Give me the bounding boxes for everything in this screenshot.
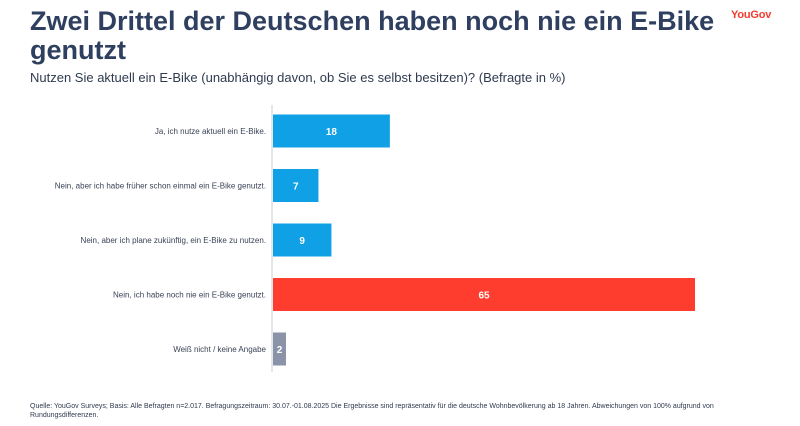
bar: [273, 332, 286, 366]
category-label: Ja, ich nutze aktuell ein E-Bike.: [155, 127, 266, 136]
bar: [273, 223, 332, 257]
category-label: Nein, aber ich habe früher schon einmal …: [55, 182, 266, 191]
category-label: Weiß nicht / keine Angabe: [173, 345, 266, 354]
category-label: Nein, aber ich plane zukünftig, ein E-Bi…: [81, 236, 266, 245]
bar: [273, 114, 390, 148]
bar: [273, 278, 695, 311]
chart-subtitle: Nutzen Sie aktuell ein E-Bike (unabhängi…: [30, 70, 566, 85]
data-label: 9: [299, 236, 305, 247]
source-note: Quelle: YouGov Surveys; Basis: Alle Befr…: [30, 403, 714, 419]
category-label: Nein, ich habe noch nie ein E-Bike genut…: [113, 291, 266, 300]
bar: [273, 169, 319, 202]
brand-logo: YouGov: [731, 9, 772, 21]
data-label: 65: [478, 291, 490, 302]
chart-title: Zwei Drittel der Deutschen haben noch ni…: [30, 6, 715, 65]
data-label: 18: [326, 127, 338, 138]
data-label: 2: [277, 345, 283, 356]
data-label: 7: [293, 182, 299, 193]
